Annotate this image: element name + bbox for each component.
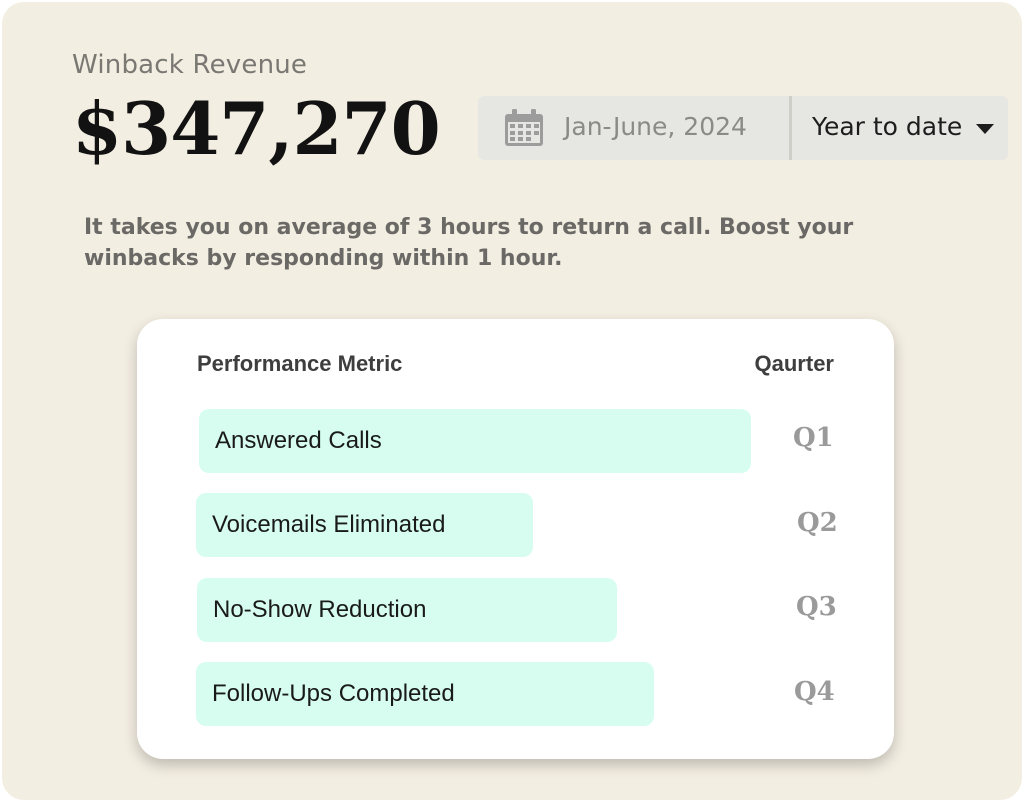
metric-bar: Follow-Ups Completed (196, 662, 654, 726)
period-dropdown[interactable]: Year to date (792, 96, 1008, 160)
metric-label: Answered Calls (215, 427, 382, 454)
insight-text: It takes you on average of 3 hours to re… (84, 215, 854, 271)
period-dropdown-value[interactable]: Year to date (812, 112, 963, 141)
quarter-column-header: Qaurter (754, 351, 834, 376)
metric-bar: Voicemails Eliminated (196, 493, 533, 557)
metric-label: Follow-Ups Completed (212, 680, 455, 707)
calendar-icon[interactable] (502, 108, 546, 148)
metric-label: Voicemails Eliminated (212, 511, 446, 538)
page-title: Winback Revenue (72, 50, 308, 80)
quarter-label: Q3 (796, 592, 837, 622)
revenue-amount: $347,270 (72, 86, 441, 171)
date-range-text[interactable]: Jan-June, 2024 (564, 112, 747, 141)
caret-down-icon[interactable] (976, 124, 994, 134)
quarter-label: Q1 (793, 423, 834, 453)
date-range-filter: Jan-June, 2024 Year to date (478, 96, 1008, 160)
metric-label: No-Show Reduction (213, 596, 427, 623)
filter-divider (789, 96, 792, 160)
performance-metrics-panel: Performance Metric Qaurter Answered Call… (137, 319, 894, 759)
metric-bar: Answered Calls (199, 409, 751, 473)
quarter-label: Q4 (794, 677, 835, 707)
metric-column-header: Performance Metric (197, 351, 403, 376)
metric-bar: No-Show Reduction (197, 578, 617, 642)
quarter-label: Q2 (797, 508, 838, 538)
